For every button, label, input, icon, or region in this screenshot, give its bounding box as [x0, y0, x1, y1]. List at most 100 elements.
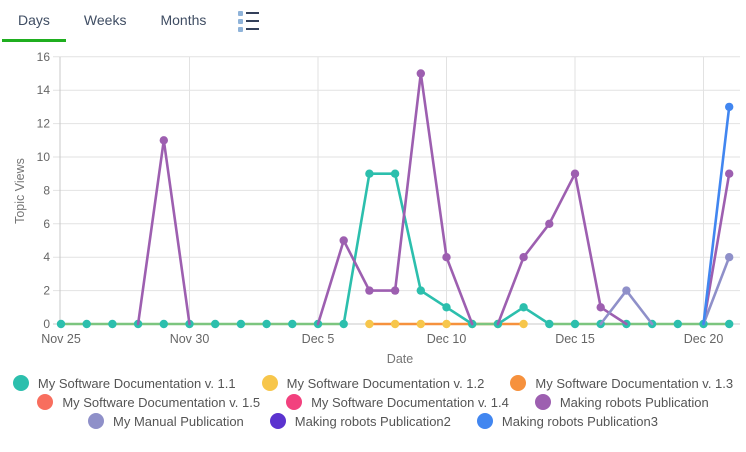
- data-point-s11[interactable]: [416, 286, 425, 295]
- series-line-mrp: [445, 255, 474, 326]
- data-point-mrp[interactable]: [725, 169, 734, 178]
- data-point-s11[interactable]: [159, 319, 168, 329]
- x-tick-label: Dec 15: [555, 332, 595, 346]
- x-tick-label: Dec 10: [427, 332, 467, 346]
- series-line-mrp: [393, 72, 423, 292]
- series-line-mrp: [702, 172, 731, 326]
- legend-marker-mrp2: [269, 413, 286, 429]
- data-point-mrp[interactable]: [339, 236, 348, 245]
- x-tick-label: Nov 25: [41, 332, 81, 346]
- x-axis-title: Date: [386, 352, 414, 366]
- data-point-s11[interactable]: [262, 319, 271, 329]
- data-point-s11[interactable]: [519, 303, 528, 312]
- data-point-s12[interactable]: [442, 319, 451, 329]
- legend-label-s13: My Software Documentation v. 1.3: [535, 375, 734, 391]
- data-point-s11[interactable]: [390, 169, 400, 178]
- series-line-mrp: [162, 139, 191, 326]
- legend-item-mmp[interactable]: My Manual Publication: [88, 413, 244, 429]
- data-point-mrp[interactable]: [570, 169, 580, 178]
- data-point-s12[interactable]: [390, 319, 400, 329]
- data-point-s11[interactable]: [108, 319, 117, 329]
- y-tick-label: 4: [43, 250, 50, 264]
- data-point-s12[interactable]: [416, 319, 425, 329]
- y-tick-label: 0: [43, 317, 50, 331]
- legend-label-mrp3: Making robots Publication3: [501, 413, 658, 429]
- legend-marker-s15: [37, 394, 54, 410]
- legend-item-s15[interactable]: My Software Documentation v. 1.5: [37, 394, 260, 410]
- topic-views-line-chart: 0 2 4 6 8 10 12 14 16 Nov 25 Nov 30 Dec 5 Dec 10 Dec …: [37, 50, 740, 346]
- y-tick-label: 10: [37, 150, 51, 164]
- series-line-s11: [496, 305, 525, 326]
- legend-item-s14[interactable]: My Software Documentation v. 1.4: [286, 394, 509, 410]
- list-icon[interactable]: [232, 0, 265, 42]
- series-line-s11: [393, 172, 423, 292]
- series-line-mrp: [342, 239, 371, 292]
- data-point-mrp[interactable]: [596, 303, 605, 312]
- data-point-s11[interactable]: [211, 319, 220, 329]
- data-point-mrp[interactable]: [519, 253, 528, 262]
- legend-item-mrp2[interactable]: Making robots Publication2: [269, 413, 451, 429]
- legend-label-mrp2: Making robots Publication2: [294, 413, 451, 429]
- list-icon-row: [238, 26, 260, 32]
- data-point-s11[interactable]: [570, 319, 580, 329]
- legend-item-mrp3[interactable]: Making robots Publication3: [476, 413, 658, 429]
- data-point-mrp[interactable]: [442, 253, 451, 262]
- legend-marker-mmp: [88, 413, 104, 429]
- tab-days[interactable]: Days: [2, 0, 66, 42]
- data-point-s11[interactable]: [365, 169, 374, 178]
- data-point-s11[interactable]: [82, 319, 91, 329]
- series-line-mrp: [547, 172, 577, 226]
- legend-label-mmp: My Manual Publication: [113, 413, 244, 429]
- y-axis-title: Topic Views: [13, 158, 27, 224]
- data-point-mrp[interactable]: [545, 219, 554, 228]
- data-point-mrp[interactable]: [390, 286, 400, 295]
- data-point-s11[interactable]: [545, 319, 554, 329]
- legend-label-s12: My Software Documentation v. 1.2: [286, 375, 485, 391]
- data-point-mrp3[interactable]: [725, 102, 734, 112]
- data-point-mmp[interactable]: [725, 253, 734, 262]
- series-line-mmp: [625, 289, 654, 326]
- data-point-s12[interactable]: [519, 319, 528, 329]
- legend-row: My Software Documentation v. 1.1 My Softw…: [0, 375, 746, 391]
- data-point-s11[interactable]: [339, 319, 348, 329]
- data-point-s11[interactable]: [725, 319, 734, 329]
- y-tick-label: 6: [43, 217, 50, 231]
- series-line-mrp: [522, 222, 551, 259]
- series-line-mmp: [702, 255, 731, 326]
- tab-weeks[interactable]: Weeks: [83, 11, 127, 28]
- x-tick-label: Dec 20: [684, 332, 724, 346]
- data-point-mrp[interactable]: [416, 69, 425, 78]
- legend-marker-s13: [510, 375, 527, 391]
- series-line-mrp: [573, 172, 603, 309]
- data-point-s12[interactable]: [365, 319, 374, 329]
- data-point-s11[interactable]: [236, 319, 246, 329]
- legend-label-mrp: Making robots Publication: [559, 394, 709, 410]
- legend-row: My Software Documentation v. 1.5 My Softw…: [0, 394, 746, 410]
- data-point-s11[interactable]: [56, 319, 66, 329]
- x-tick-label: Dec 5: [302, 332, 335, 346]
- data-point-s11[interactable]: [442, 303, 451, 312]
- list-icon-row: [238, 10, 260, 16]
- y-tick-label: 12: [37, 117, 51, 131]
- data-point-s11[interactable]: [288, 319, 297, 329]
- legend-label-s11: My Software Documentation v. 1.1: [37, 375, 236, 391]
- series-line-s11: [419, 289, 448, 309]
- legend-row: My Manual Publication Making robots Publi…: [0, 413, 746, 429]
- legend-item-mrp[interactable]: Making robots Publication: [534, 394, 709, 410]
- legend-marker-s12: [261, 375, 278, 391]
- legend-marker-s11: [12, 375, 29, 391]
- y-tick-label: 2: [43, 284, 50, 298]
- data-point-mrp[interactable]: [159, 136, 168, 145]
- series-line-mrp: [136, 139, 166, 326]
- tab-months[interactable]: Months: [160, 11, 207, 28]
- legend-item-s11[interactable]: My Software Documentation v. 1.1: [12, 375, 236, 391]
- y-tick-label: 16: [37, 50, 51, 64]
- data-point-s11[interactable]: [673, 319, 682, 329]
- legend-item-s13[interactable]: My Software Documentation v. 1.3: [510, 375, 733, 391]
- legend-label-s14: My Software Documentation v. 1.4: [311, 394, 509, 410]
- legend-item-s12[interactable]: My Software Documentation v. 1.2: [261, 375, 485, 391]
- series-line-mrp: [316, 239, 346, 326]
- data-point-mmp[interactable]: [622, 286, 631, 295]
- chart-legend: My Software Documentation v. 1.1 My Softw…: [0, 375, 746, 429]
- data-point-mrp[interactable]: [365, 286, 374, 295]
